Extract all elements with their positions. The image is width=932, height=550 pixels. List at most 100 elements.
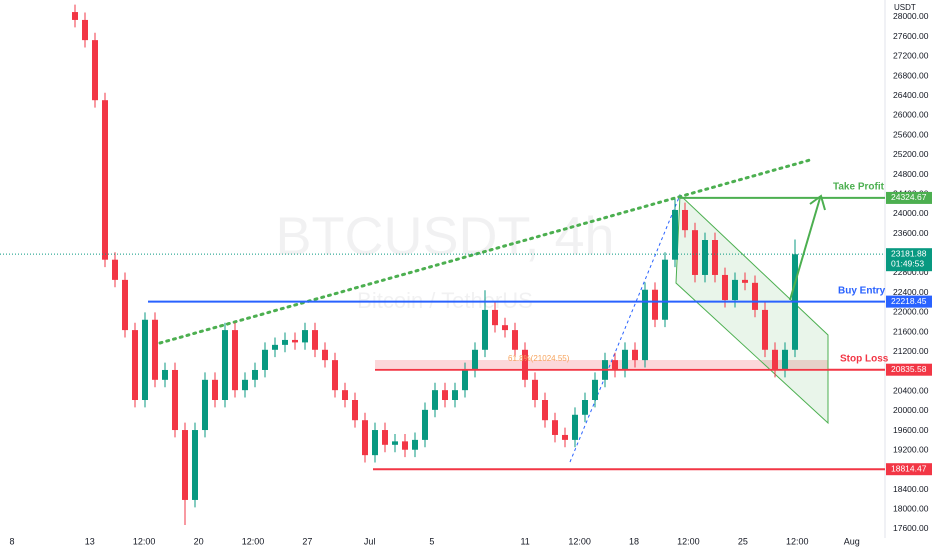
candle-body [302,330,308,343]
y-tick-label: 18000.00 [893,504,929,514]
x-tick-label: 11 [520,536,529,546]
candle-body [462,369,468,391]
price-badge [886,191,932,204]
y-tick-label: 21600.00 [893,326,929,336]
candle-body [672,209,678,260]
arrow [789,197,821,301]
y-tick-label: 24000.00 [893,208,929,218]
price-badge [886,295,932,308]
x-tick-label: 18 [629,536,639,546]
y-tick-label: 19200.00 [893,444,929,454]
candle-body [292,339,298,343]
level-text: Buy Entry [838,285,886,296]
y-tick-label: 26000.00 [893,110,929,120]
y-tick-label: 22400.00 [893,287,929,297]
price-badge-label: 18814.47 [891,463,927,473]
candle-body [352,400,358,421]
x-tick-label: 25 [738,536,748,546]
price-badge-label: 20835.58 [891,364,927,374]
candle-body [402,441,408,450]
x-tick-label: 8 [9,536,14,546]
candle-body [722,274,728,301]
y-tick-label: 18400.00 [893,484,929,494]
candle-body [782,349,788,370]
price-badge [886,248,932,272]
fib-zone [375,360,828,368]
last-price-label: 23181.88 [891,248,927,258]
candle-body [282,339,288,345]
candle-body [562,434,568,440]
watermark-name: Bitcoin / TetherUS [357,288,533,313]
candle-body [322,349,328,361]
fib-line [569,194,681,463]
y-tick-label: 28000.00 [893,11,929,21]
candle-body [472,349,478,370]
y-tick-label: 25600.00 [893,129,929,139]
candle-body [262,349,268,370]
level-text: Stop Loss [840,353,889,364]
marks [72,4,798,526]
x-tick-label: 12:00 [786,536,809,546]
arrow-head [809,194,826,211]
candle-body [252,369,258,380]
y-tick-label: 27600.00 [893,31,929,41]
candle-body [372,430,378,456]
candle-body [172,369,178,431]
watermark-symbol: BTCUSDT, 4h [275,206,614,266]
candle-body [662,259,668,320]
candle-body [122,279,128,331]
candle-body [382,430,388,445]
trend-line [158,158,812,345]
candle-body [152,319,158,380]
x-tick-label: 5 [429,536,434,546]
y-tick-label: 19600.00 [893,425,929,435]
candle-body [312,330,318,350]
candle-body [72,12,78,20]
price-axis [885,0,932,550]
y-tick-label: 23600.00 [893,228,929,238]
candle-body [132,330,138,401]
x-tick-label: 27 [302,536,312,546]
candle-body [82,19,88,41]
candle-body [192,430,198,500]
candle-body [652,289,658,320]
candle-body [92,40,98,101]
price-badge [886,463,932,476]
y-tick-label: 22800.00 [893,267,929,277]
y-tick-label: 24800.00 [893,169,929,179]
y-tick-label: 20400.00 [893,385,929,395]
candle-body [502,325,508,331]
x-tick-label: 12:00 [133,536,156,546]
candle-body [232,330,238,391]
candle-body [702,240,708,275]
candle-body [242,379,248,391]
candle-body [142,319,148,401]
y-tick-label: 26400.00 [893,90,929,100]
candle-body [532,379,538,401]
candle-body [452,390,458,401]
candle-body [182,430,188,500]
candle-body [512,330,518,350]
candle-body [742,279,748,283]
candle-body [162,369,168,380]
candle-body [412,439,418,450]
x-tick-label: 12:00 [242,536,265,546]
candle-body [632,349,638,361]
candle-body [492,309,498,326]
x-tick-label: 20 [194,536,204,546]
candle-body [522,349,528,380]
candle-body [432,390,438,410]
candle-body [772,349,778,370]
candle-body [552,420,558,435]
candle-body [692,230,698,275]
candle-body [592,379,598,401]
x-tick-label: Aug [844,536,860,546]
candle-body [572,414,578,440]
candle-body [612,360,618,370]
candle-body [272,344,278,350]
candle-body [212,379,218,401]
candle-body [542,400,548,421]
candle-body [362,420,368,456]
y-tick-label: 21200.00 [893,346,929,356]
y-tick-label: 25200.00 [893,149,929,159]
